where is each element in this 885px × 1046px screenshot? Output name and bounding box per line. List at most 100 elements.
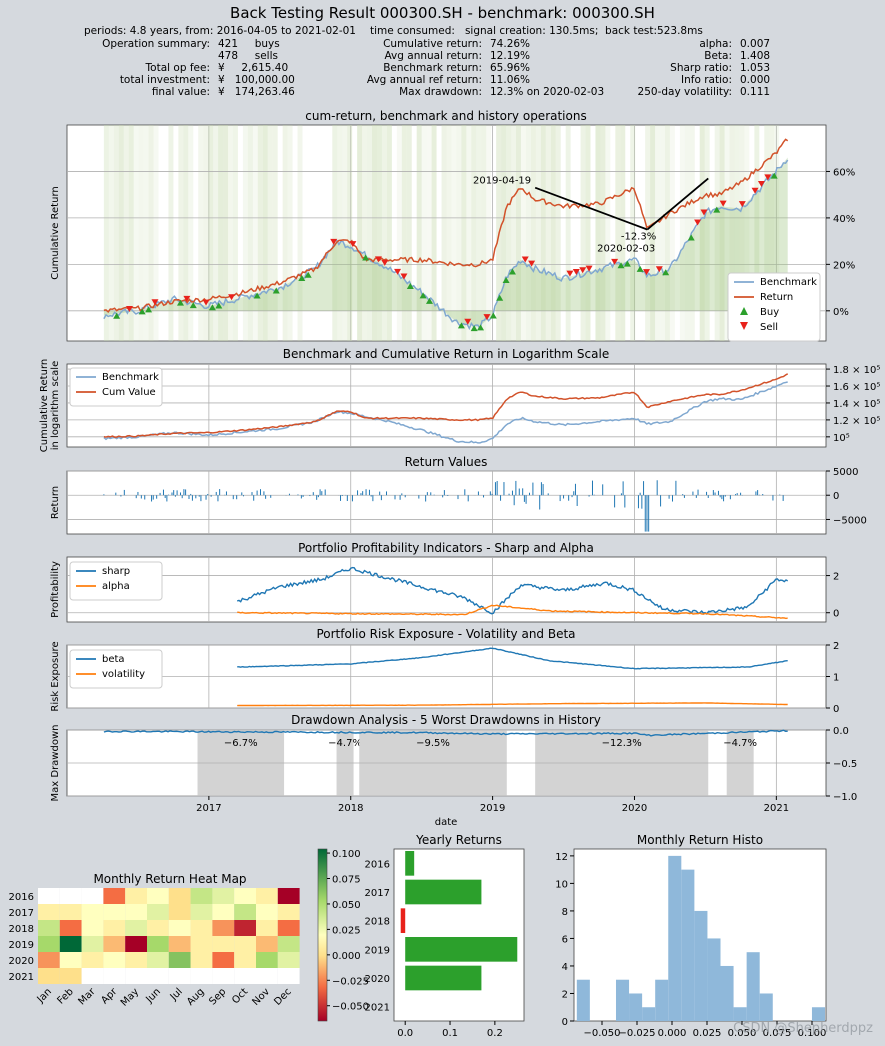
histo-xtick-label: 0.075 <box>763 1028 792 1039</box>
histo-xtick-label: −0.050 <box>583 1028 620 1039</box>
yearly-cat-label: 2021 <box>365 1003 390 1014</box>
holding-band <box>431 125 437 341</box>
heat-cell <box>190 936 213 952</box>
cum-ylabel: Cumulative Return <box>50 186 61 279</box>
heat-title: Monthly Return Heat Map <box>93 872 246 886</box>
heat-year-label: 2018 <box>9 924 34 935</box>
heat-month-label: Mar <box>76 986 98 1008</box>
heat-cell <box>59 888 82 904</box>
heat-month-label: Jan <box>35 986 54 1005</box>
sell-marker <box>125 305 133 312</box>
holding-band <box>650 125 656 341</box>
summary-value: 421 buys <box>218 38 280 50</box>
heat-cell <box>81 920 104 936</box>
holding-band <box>704 125 710 341</box>
summary-row: total investment: ¥ 100,000.00 <box>60 74 338 86</box>
heat-cell <box>103 888 126 904</box>
holding-band <box>267 125 273 341</box>
summary-col3: alpha: 0.007 Beta: 1.408 Sharp ratio: 1.053 In… <box>630 38 800 98</box>
holding-band <box>386 125 392 341</box>
holding-band <box>242 125 248 341</box>
holding-band <box>252 125 258 341</box>
histo-xtick-label: −0.025 <box>618 1028 655 1039</box>
buy-marker <box>770 172 778 179</box>
summary-row: Cumulative return: 74.26% <box>320 38 620 50</box>
prof-frame <box>66 556 827 623</box>
histo-bar <box>629 993 643 1021</box>
dd-ytick-label: −0.5 <box>833 759 857 770</box>
prof-legend-label: sharp <box>102 566 130 577</box>
sell-marker <box>464 318 472 325</box>
heat-cell <box>81 968 104 984</box>
dd-ytick-label: 0.0 <box>833 726 849 737</box>
histo-ytick-label: 4 <box>562 962 568 973</box>
histo-bar <box>668 855 682 1021</box>
sell-marker <box>566 270 574 277</box>
ret-frame <box>66 470 827 535</box>
holding-band <box>183 125 189 341</box>
heat-year-label: 2020 <box>9 956 34 967</box>
summary-row: Operation summary: 421 buys <box>60 38 338 50</box>
summary-time: time consumed: signal creation: 130.5ms;… <box>370 25 703 37</box>
heat-cell <box>38 968 60 984</box>
log-ylabel: in logarithm scale <box>50 361 61 451</box>
drawdown-label: −6.7% <box>224 738 258 749</box>
holding-band <box>466 125 472 341</box>
holding-band <box>441 125 447 341</box>
heat-cell <box>38 920 60 936</box>
dd-xtick-label: 2018 <box>338 803 363 814</box>
colorbar <box>317 848 328 1022</box>
page-title: Back Testing Result 000300.SH - benchmar… <box>230 4 655 22</box>
holding-band <box>506 125 512 341</box>
heat-cell <box>212 904 235 920</box>
summary-row: Beta: 1.408 <box>630 50 800 62</box>
heat-month-label: May <box>119 986 141 1008</box>
histo-bar <box>707 938 721 1021</box>
sell-marker <box>528 260 536 267</box>
holding-band <box>620 125 626 341</box>
histo-ytick-label: 6 <box>562 934 568 945</box>
log-legend-label: Benchmark <box>102 372 159 383</box>
cum-legend <box>727 272 821 342</box>
heat-cell <box>277 920 300 936</box>
holding-band <box>287 125 293 341</box>
sell-marker <box>381 259 389 266</box>
sharp-line <box>237 566 789 616</box>
summary-row: Max drawdown: 12.3% on 2020-02-03 <box>320 86 620 98</box>
beta-line <box>237 647 788 670</box>
buy-marker <box>362 254 370 261</box>
prof-ytick-label: 0 <box>833 609 839 620</box>
heat-cell <box>103 968 126 984</box>
heat-year-label: 2017 <box>9 908 34 919</box>
sell-marker <box>183 295 191 302</box>
holding-band <box>754 125 760 341</box>
heat-month-label: Feb <box>56 986 76 1006</box>
heat-cell <box>234 888 256 904</box>
holding-band <box>123 125 129 341</box>
ret-ylabel: Return <box>50 486 61 519</box>
holding-band <box>138 125 144 341</box>
histo-bar <box>655 979 669 1021</box>
heat-cell <box>59 920 82 936</box>
holding-band <box>476 125 482 341</box>
holding-band <box>446 125 452 341</box>
holding-band <box>669 125 675 341</box>
holding-band <box>416 125 422 341</box>
heat-cell <box>125 952 147 968</box>
yearly-bar <box>405 851 415 876</box>
summary-label: total investment: <box>119 74 210 86</box>
buy-marker <box>425 297 433 304</box>
heat-cell <box>81 888 104 904</box>
cum-ytick-label: 60% <box>833 167 855 178</box>
holding-band <box>511 125 517 341</box>
sell-marker <box>330 238 338 245</box>
heat-cell <box>147 968 169 984</box>
buy-marker <box>477 324 485 331</box>
summary-value: 1.408 <box>740 50 771 62</box>
colorbar-tick-label: −0.025 <box>332 976 369 987</box>
holding-band <box>218 125 224 341</box>
heat-cell <box>212 936 235 952</box>
summary-value: 0.000 <box>740 74 771 86</box>
heat-month-label: Nov <box>250 986 272 1008</box>
heat-cell <box>168 968 191 984</box>
